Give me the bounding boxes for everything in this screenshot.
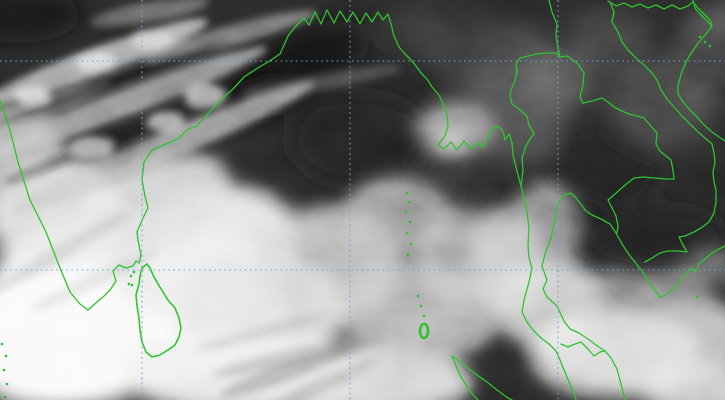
malaysia-thailand-border [560,341,606,357]
palk-strait-islets [127,270,136,287]
laos-vietnam-cambodia-border [609,1,717,263]
gulf-of-thailand-coastline [541,192,725,400]
sri-lanka-outline [135,263,182,358]
india-bangladesh-myanmar-coastline [0,9,577,400]
sumatra-tip-outline [451,355,513,400]
maldives-atolls [0,342,9,399]
north-vietnam-coastline [677,0,725,142]
coastal-islets-east [695,35,712,299]
china-border-fragments [607,0,713,27]
myanmar-thailand-laos-border [509,52,675,234]
andaman-nicobar-islands [404,191,430,340]
northern-border-spur [548,0,561,58]
